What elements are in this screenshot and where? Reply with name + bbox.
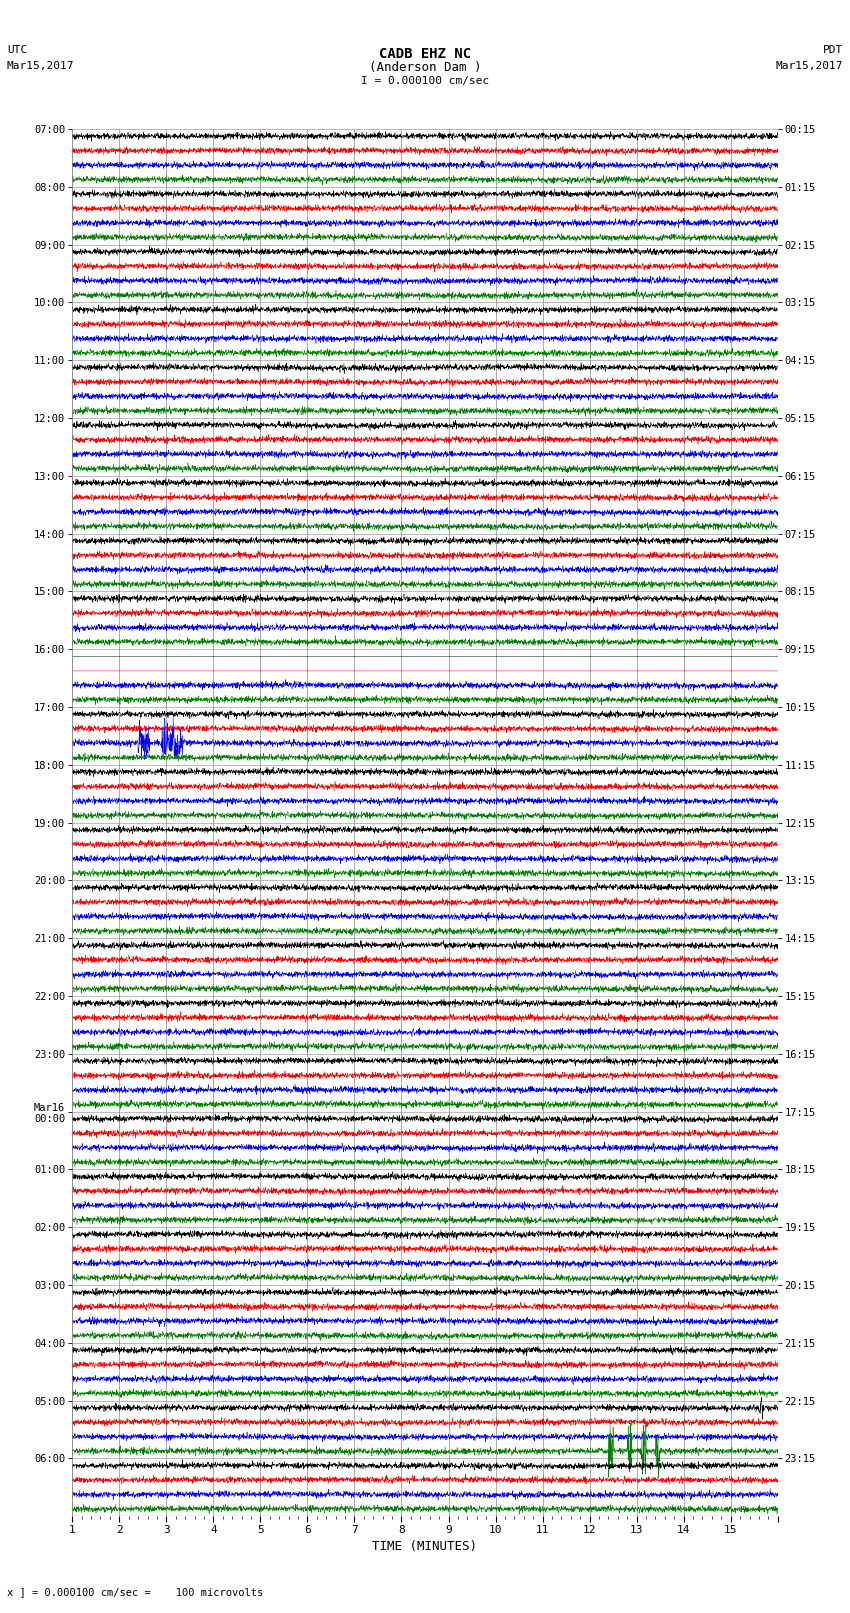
Text: PDT: PDT: [823, 45, 843, 55]
Text: x ] = 0.000100 cm/sec =    100 microvolts: x ] = 0.000100 cm/sec = 100 microvolts: [7, 1587, 263, 1597]
Text: UTC: UTC: [7, 45, 27, 55]
Text: (Anderson Dam ): (Anderson Dam ): [369, 61, 481, 74]
Text: Mar15,2017: Mar15,2017: [776, 61, 843, 71]
Text: I = 0.000100 cm/sec: I = 0.000100 cm/sec: [361, 76, 489, 85]
Text: CADB EHZ NC: CADB EHZ NC: [379, 47, 471, 61]
X-axis label: TIME (MINUTES): TIME (MINUTES): [372, 1540, 478, 1553]
Text: Mar15,2017: Mar15,2017: [7, 61, 74, 71]
